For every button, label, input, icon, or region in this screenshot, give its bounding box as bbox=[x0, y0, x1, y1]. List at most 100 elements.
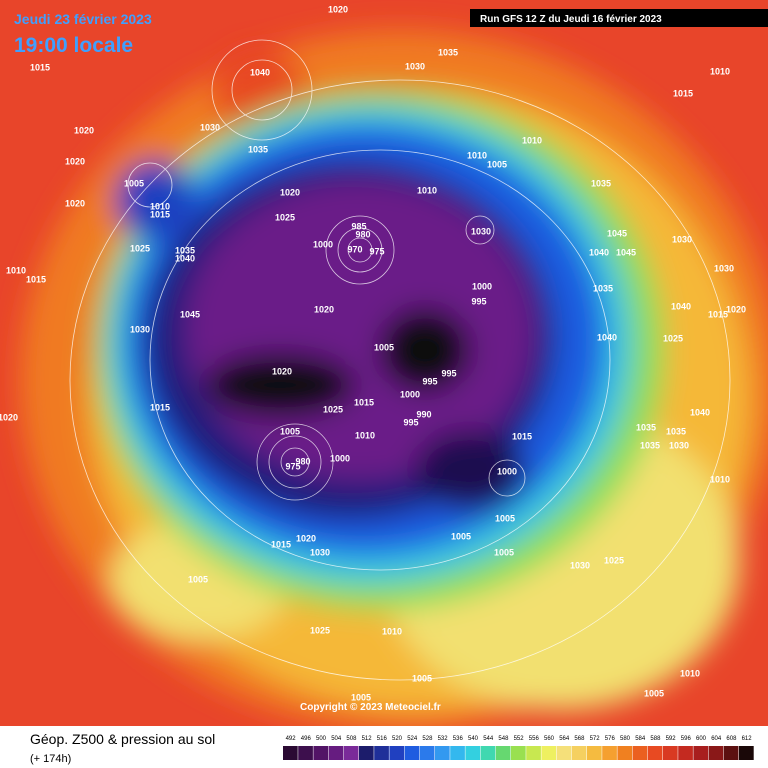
local-time: 19:00 locale bbox=[14, 34, 133, 57]
legend-label: 572 bbox=[590, 736, 601, 742]
pressure-label: 1040 bbox=[690, 407, 710, 417]
legend-swatch bbox=[283, 746, 298, 760]
legend-label: 592 bbox=[666, 736, 677, 742]
pressure-label: 1045 bbox=[180, 309, 200, 319]
legend-label: 568 bbox=[574, 736, 585, 742]
pressure-label: 1020 bbox=[0, 412, 18, 422]
pressure-label: 1005 bbox=[188, 574, 208, 584]
legend-swatch bbox=[298, 746, 313, 760]
legend-swatch bbox=[617, 746, 633, 760]
pressure-label: 1030 bbox=[672, 234, 692, 244]
pressure-label: 1030 bbox=[669, 440, 689, 450]
pressure-label: 1020 bbox=[726, 304, 746, 314]
legend-swatch bbox=[313, 746, 329, 760]
pressure-label: 1010 bbox=[417, 185, 437, 195]
pressure-label: 995 bbox=[441, 368, 456, 378]
legend-label: 576 bbox=[605, 736, 616, 742]
pressure-label: 995 bbox=[471, 296, 486, 306]
pressure-label: 1005 bbox=[495, 513, 515, 523]
legend-label: 532 bbox=[438, 736, 449, 742]
legend-swatch bbox=[343, 746, 359, 760]
pressure-label: 1030 bbox=[471, 226, 491, 236]
pressure-label: 1005 bbox=[374, 342, 394, 352]
legend-label: 596 bbox=[681, 736, 692, 742]
legend-label: 584 bbox=[635, 736, 646, 742]
pressure-label: 1010 bbox=[710, 474, 730, 484]
pressure-label: 1030 bbox=[130, 324, 150, 334]
pressure-label: 1005 bbox=[451, 531, 471, 541]
pressure-label: 1015 bbox=[150, 209, 170, 219]
legend-label: 560 bbox=[544, 736, 555, 742]
pressure-label: 1010 bbox=[467, 150, 487, 160]
pressure-label: 1005 bbox=[280, 426, 300, 436]
pressure-label: 1010 bbox=[680, 668, 700, 678]
legend-label: 508 bbox=[346, 736, 357, 742]
pressure-label: 1035 bbox=[438, 47, 458, 57]
pressure-label: 1035 bbox=[666, 426, 686, 436]
pressure-label: 1020 bbox=[65, 198, 85, 208]
pressure-label: 1025 bbox=[604, 555, 624, 565]
pressure-label: 1000 bbox=[330, 453, 350, 463]
pressure-label: 980 bbox=[355, 229, 370, 239]
legend-label: 600 bbox=[696, 736, 707, 742]
legend-label: 536 bbox=[453, 736, 464, 742]
pressure-label: 1035 bbox=[591, 178, 611, 188]
pressure-label: 1000 bbox=[313, 239, 333, 249]
legend-label: 548 bbox=[498, 736, 509, 742]
legend-swatch bbox=[465, 746, 481, 760]
run-info: Run GFS 12 Z du Jeudi 16 février 2023 bbox=[480, 14, 662, 25]
pressure-label: 1030 bbox=[405, 61, 425, 71]
legend-swatch bbox=[587, 746, 602, 760]
pressure-label: 1040 bbox=[175, 253, 195, 263]
pressure-label: 1015 bbox=[512, 431, 532, 441]
pressure-label: 1005 bbox=[351, 692, 371, 702]
legend-label: 588 bbox=[650, 736, 661, 742]
legend-label: 500 bbox=[316, 736, 327, 742]
pressure-label: 1020 bbox=[328, 4, 348, 14]
legend-swatch bbox=[328, 746, 344, 760]
legend-swatch bbox=[435, 746, 450, 760]
legend-swatch bbox=[708, 746, 724, 760]
pressure-label: 1020 bbox=[74, 125, 94, 135]
pressure-label: 1010 bbox=[6, 265, 26, 275]
legend-swatch bbox=[663, 746, 678, 760]
pressure-label: 1025 bbox=[275, 212, 295, 222]
pressure-label: 975 bbox=[369, 246, 384, 256]
legend-label: 564 bbox=[559, 736, 570, 742]
pressure-label: 985 bbox=[351, 221, 366, 231]
legend-label: 492 bbox=[286, 736, 297, 742]
pressure-label: 1010 bbox=[382, 626, 402, 636]
pressure-label: 1030 bbox=[200, 122, 220, 132]
pressure-label: 1015 bbox=[708, 309, 728, 319]
pressure-label: 995 bbox=[422, 376, 437, 386]
legend-label: 580 bbox=[620, 736, 631, 742]
pressure-label: 975 bbox=[285, 461, 300, 471]
pressure-label: 1020 bbox=[272, 366, 292, 376]
pressure-label: 1030 bbox=[570, 560, 590, 570]
pressure-label: 1035 bbox=[640, 440, 660, 450]
pressure-label: 995 bbox=[403, 417, 418, 427]
pressure-label: 1005 bbox=[494, 547, 514, 557]
legend-swatch bbox=[647, 746, 663, 760]
pressure-label: 1035 bbox=[175, 245, 195, 255]
legend-swatch bbox=[723, 746, 739, 760]
legend-label: 516 bbox=[377, 736, 388, 742]
pressure-label: 1010 bbox=[710, 66, 730, 76]
legend-label: 540 bbox=[468, 736, 479, 742]
legend-swatch bbox=[632, 746, 648, 760]
legend-swatch bbox=[359, 746, 374, 760]
pressure-label: 1005 bbox=[487, 159, 507, 169]
pressure-label: 1035 bbox=[636, 422, 656, 432]
pressure-label: 990 bbox=[416, 409, 431, 419]
pressure-label: 1040 bbox=[671, 301, 691, 311]
pressure-label: 1005 bbox=[124, 178, 144, 188]
copyright: Copyright © 2023 Meteociel.fr bbox=[300, 702, 441, 713]
legend-swatch bbox=[419, 746, 435, 760]
pressure-label: 1030 bbox=[310, 547, 330, 557]
pressure-label: 1005 bbox=[412, 673, 432, 683]
legend-label: 528 bbox=[422, 736, 433, 742]
pressure-label: 970 bbox=[347, 244, 362, 254]
legend-swatch bbox=[556, 746, 572, 760]
pressure-label: 1045 bbox=[607, 228, 627, 238]
